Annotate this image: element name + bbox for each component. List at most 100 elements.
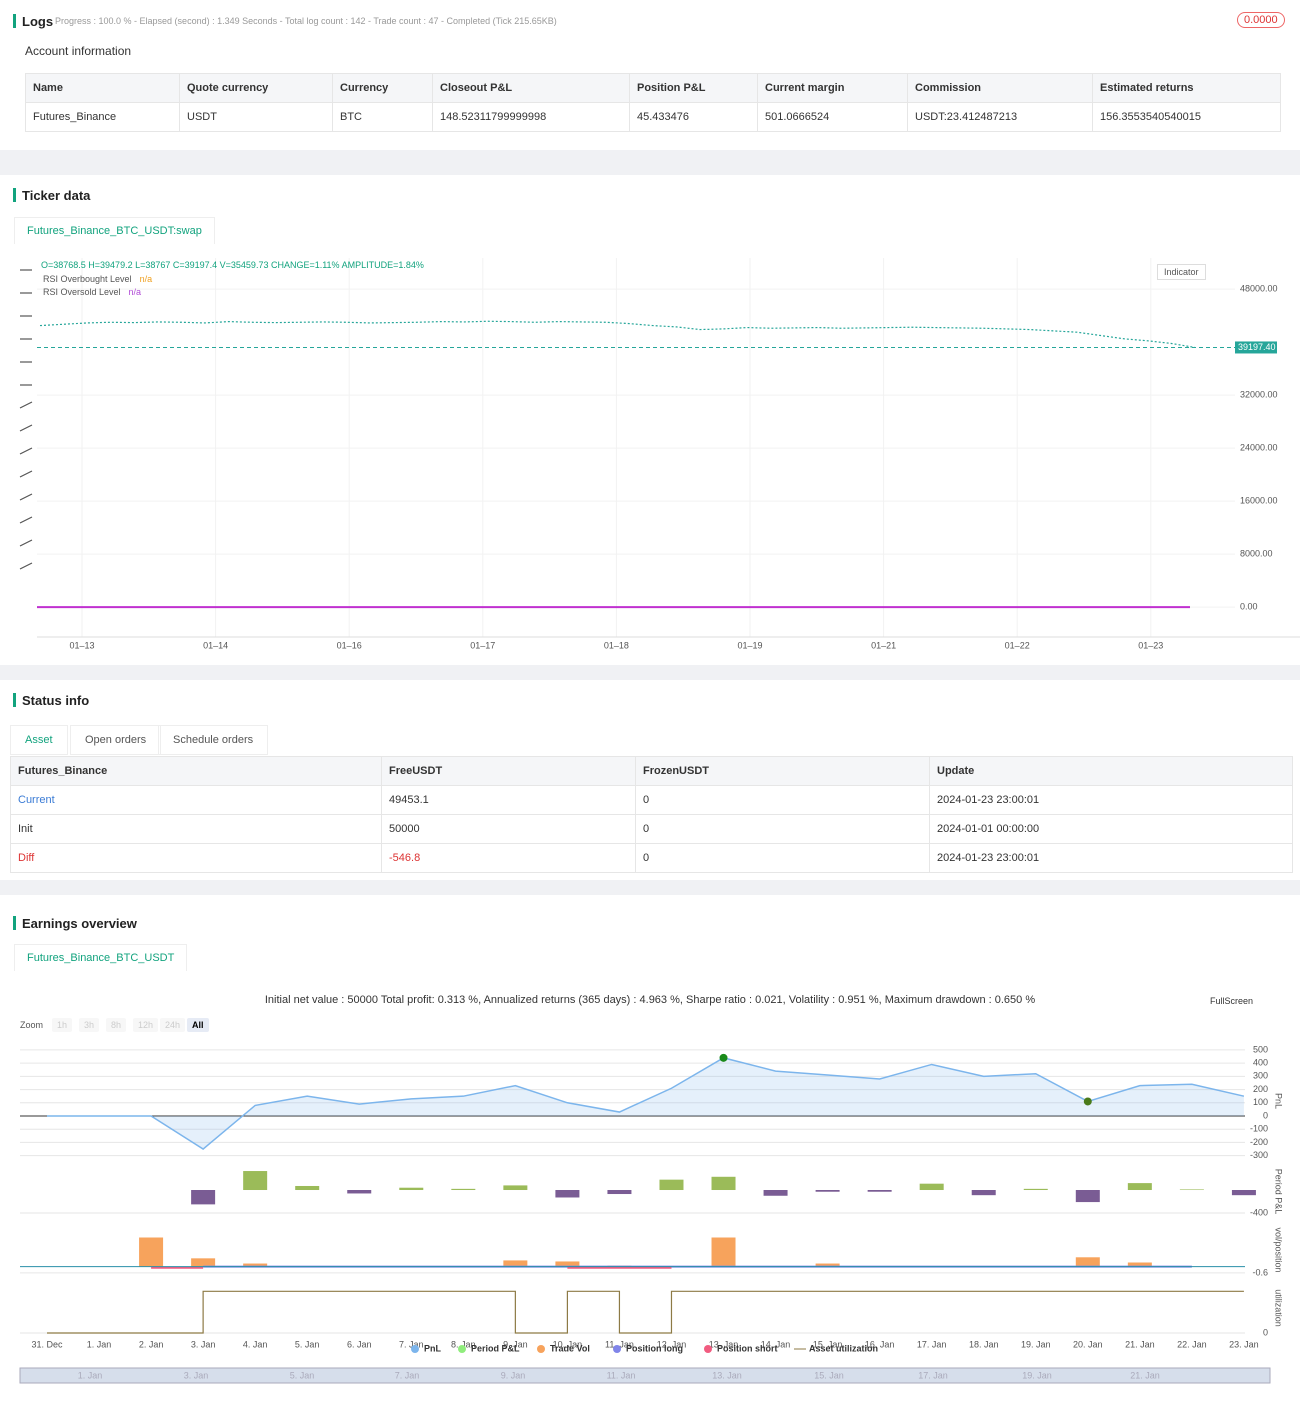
pnl-area (47, 1057, 1244, 1150)
tab[interactable]: Futures_Binance_BTC_USDT:swap (14, 217, 215, 244)
period-bar (1231, 1190, 1256, 1196)
tool-icon (19, 401, 33, 409)
tab[interactable]: Open orders (70, 725, 162, 755)
x-tick-label: 16. Jan (865, 1339, 895, 1349)
x-tick-label: 1. Jan (87, 1339, 112, 1349)
period-bar (191, 1190, 216, 1205)
legend-item: RSI Oversold Level n/a (43, 286, 152, 299)
cell: 50000 (381, 814, 636, 844)
accent (13, 14, 16, 28)
ohlc: O=38768.5 H=39479.2 L=38767 C=39197.4 V=… (41, 260, 424, 270)
y-tick-label: 100 (1253, 1097, 1268, 1107)
tab[interactable]: Asset (10, 725, 68, 755)
zoom-label: Zoom (20, 1020, 44, 1030)
navigator-label: 13. Jan (712, 1370, 742, 1380)
x-tick-label: 14. Jan (761, 1339, 791, 1349)
zoom-button[interactable]: 24h (160, 1018, 186, 1032)
legend-item: RSI Overbought Level n/a (43, 273, 152, 286)
header-row: Futures_Binance FreeUSDT FrozenUSDT Update (10, 756, 1293, 786)
period-bar (1023, 1188, 1048, 1191)
y-tick-label: -0.6 (1252, 1267, 1268, 1277)
tool-icon (19, 562, 33, 570)
x-tick-label: 7. Jan (399, 1339, 424, 1349)
x-tick-label: 23. Jan (1229, 1339, 1259, 1349)
trade-vol-bar (503, 1260, 528, 1267)
y-tick-label: 400 (1253, 1058, 1268, 1068)
indicator-legend: RSI Overbought Level n/a RSI Oversold Leve… (43, 273, 152, 299)
tab[interactable]: Schedule orders (158, 725, 269, 755)
logs-title: Logs (22, 14, 54, 29)
x-tick-label: 01–17 (470, 640, 495, 650)
period-bar (243, 1171, 268, 1191)
cell: USDT:23.412487213 (907, 102, 1093, 132)
x-tick-label: 01–19 (737, 640, 762, 650)
cell: 45.433476 (629, 102, 758, 132)
row: Futures_Binance USDT BTC 148.52311799999998… (25, 102, 1281, 132)
navigator-label: 11. Jan (607, 1370, 636, 1380)
trade-vol-bar (243, 1263, 268, 1267)
zoom-button[interactable]: 12h (133, 1018, 159, 1032)
navigator-label: 17. Jan (918, 1370, 948, 1380)
price-line (39, 320, 1196, 349)
legend-symbol (704, 1345, 712, 1353)
trade-vol-bar (815, 1263, 840, 1267)
x-tick-label: 5. Jan (295, 1339, 320, 1349)
cell: -546.8 (381, 843, 636, 873)
x-tick-label: 01–22 (1005, 640, 1030, 650)
card-bg (0, 175, 1300, 665)
x-tick-label: 2. Jan (139, 1339, 164, 1349)
column-header: FrozenUSDT (635, 756, 930, 786)
cell: Current (10, 785, 382, 815)
tool-icon (19, 516, 33, 524)
ticker-card: Ticker data Futures_Binance_BTC_USDT:swa… (0, 175, 1300, 665)
cell: 2024-01-01 00:00:00 (929, 814, 1293, 844)
legend-value: n/a (139, 274, 153, 284)
x-tick-label: 8. Jan (451, 1339, 476, 1349)
zoom-button[interactable]: All (187, 1018, 209, 1032)
column-header: Closeout P&L (432, 73, 630, 103)
account-table: Name Quote currency Currency Closeout P&L Po… (25, 73, 1281, 132)
x-tick-label: 9. Jan (503, 1339, 528, 1349)
logs-card: Logs Progress : 100.0 % - Elapsed (secon… (0, 0, 1300, 150)
cell: BTC (332, 102, 433, 132)
axis-title: PnL (1274, 1093, 1284, 1109)
period-bar (919, 1183, 944, 1191)
y-tick-label: 8000.00 (1240, 549, 1273, 559)
cell: 0 (635, 814, 930, 844)
column-header: Update (929, 756, 1293, 786)
column-header: Currency (332, 73, 433, 103)
trade-vol-bar (139, 1237, 164, 1267)
price-tag-label: 39197.40 (1238, 342, 1276, 352)
x-tick-label: 01–13 (69, 640, 94, 650)
cell: 0 (635, 843, 930, 873)
x-tick-label: 17. Jan (917, 1339, 947, 1349)
tab[interactable]: Futures_Binance_BTC_USDT (14, 944, 188, 971)
progress: Progress : 100.0 % - Elapsed (second) : … (55, 16, 557, 26)
column-header: Estimated returns (1092, 73, 1281, 103)
badge: 0.0000 (1237, 12, 1285, 28)
y-tick-label: 32000.00 (1240, 390, 1278, 400)
zoom-button[interactable]: 1h (52, 1018, 73, 1032)
y-tick-label: -200 (1250, 1137, 1268, 1147)
zoom-button[interactable]: 8h (106, 1018, 127, 1032)
header-row: Name Quote currency Currency Closeout P&L Po… (25, 73, 1281, 103)
tool-icon (19, 470, 33, 478)
x-tick-label: 20. Jan (1073, 1339, 1103, 1349)
cell: 0 (635, 785, 930, 815)
indicator-button[interactable]: Indicator (1157, 264, 1206, 280)
y-tick-label: -300 (1250, 1150, 1268, 1160)
y-tick-label: -100 (1250, 1124, 1268, 1134)
zoom-button[interactable]: 3h (79, 1018, 100, 1032)
legend-symbol (613, 1345, 621, 1353)
cell: 156.3553540540015 (1092, 102, 1281, 132)
cell: Init (10, 814, 382, 844)
period-bar (607, 1190, 632, 1195)
navigator-label: 7. Jan (395, 1370, 420, 1380)
x-tick-label: 01–14 (203, 640, 228, 650)
trade-vol-bar (1075, 1257, 1100, 1267)
y-tick-label: 500 (1253, 1044, 1268, 1054)
x-tick-label: 11. Jan (605, 1339, 634, 1349)
x-tick-label: 21. Jan (1125, 1339, 1155, 1349)
fullscreen[interactable]: FullScreen (1210, 996, 1254, 1006)
